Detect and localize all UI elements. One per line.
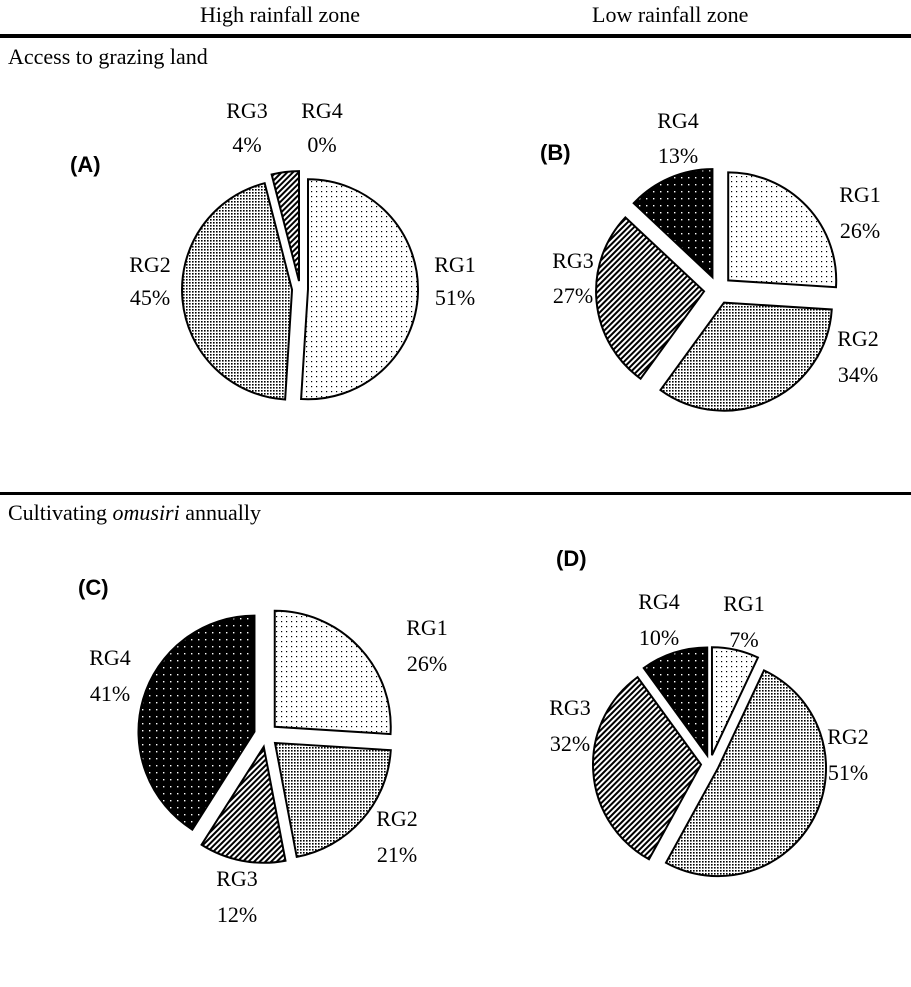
pie-3-slice-rg2: [273, 741, 392, 859]
pie-chart-1: RG1 51% RG2 45% RG3 4% RG4 0% (A): [70, 98, 476, 401]
pie-chart-2: RG1 26% RG2 34% RG3 27% RG4 13% (B): [540, 108, 881, 412]
pie-4-label-rg2: RG2: [827, 724, 869, 749]
pie-chart-4: RG1 7% RG2 51% RG3 32% RG4 10% (D): [549, 546, 869, 878]
pie-3-value-rg2: 21%: [377, 842, 417, 867]
pie-4-label-rg3: RG3: [549, 695, 591, 720]
pie-2-slice-rg3: [595, 215, 706, 381]
pie-4-slice-rg2: [664, 669, 828, 878]
pie-2-label-rg1: RG1: [839, 182, 881, 207]
pie-4-value-rg1: 7%: [729, 627, 758, 652]
section-title-omusiri-text: Cultivating: [8, 500, 113, 525]
pie-1-value-rg4: 0%: [307, 132, 336, 157]
pie-4-value-rg4: 10%: [639, 625, 679, 650]
pie-4-label-rg4: RG4: [638, 589, 680, 614]
column-header-high-rainfall: High rainfall zone: [200, 2, 361, 27]
section-rule: [0, 492, 911, 495]
pie-1-value-rg2: 45%: [130, 285, 170, 310]
pie-2-label-rg3: RG3: [552, 248, 594, 273]
pie-3-label-rg1: RG1: [406, 615, 448, 640]
section-title-omusiri-italic: omusiri: [112, 500, 180, 525]
pie-1-label-rg2: RG2: [129, 252, 171, 277]
pie-3-value-rg3: 12%: [217, 902, 257, 927]
section-title-grazing-text: Access to grazing land: [8, 44, 208, 69]
pie-1-label-rg1: RG1: [434, 252, 476, 277]
pie-3-value-rg1: 26%: [407, 651, 447, 676]
pie-2-slice-rg4: [632, 168, 714, 280]
pie-4-label-rg1: RG1: [723, 591, 765, 616]
pie-2-slice-rg1: [727, 171, 838, 289]
pie-3-label-rg4: RG4: [89, 645, 131, 670]
pie-2-value-rg1: 26%: [840, 218, 880, 243]
panel-label-3: (C): [78, 575, 109, 600]
pie-3-label-rg3: RG3: [216, 866, 258, 891]
pie-4-slice-rg3: [592, 675, 703, 861]
section-title-grazing: Access to grazing land: [8, 44, 208, 70]
section-title-omusiri-suffix: annually: [179, 500, 262, 525]
panel-label-2: (B): [540, 140, 571, 165]
panel-label-4: (D): [556, 546, 587, 571]
pie-1-slice-rg1: [300, 178, 419, 401]
pie-3-value-rg4: 41%: [90, 681, 130, 706]
pie-2-slice-rg2: [659, 301, 833, 412]
pie-4-slice-rg1: [710, 646, 760, 756]
pie-2-value-rg3: 27%: [553, 283, 593, 308]
top-rule: [0, 34, 911, 38]
section-title-omusiri: Cultivating omusiri annually: [8, 500, 261, 526]
pie-4-slice-rg4: [642, 646, 709, 759]
pie-1-label-rg4: RG4: [301, 98, 343, 123]
pie-1-slice-rg2: [181, 181, 294, 401]
pie-chart-3: RG1 26% RG2 21% RG3 12% RG4 41% (C): [78, 575, 448, 927]
pie-3-slice-rg3: [200, 744, 287, 864]
pie-1-value-rg1: 51%: [435, 285, 475, 310]
pie-2-value-rg2: 34%: [838, 362, 878, 387]
pie-1-label-rg3: RG3: [226, 98, 268, 123]
pie-4-value-rg2: 51%: [828, 760, 868, 785]
pie-4-value-rg3: 32%: [550, 731, 590, 756]
pie-3-slice-rg4: [137, 614, 256, 831]
pie-2-label-rg4: RG4: [657, 108, 699, 133]
column-header-low-rainfall: Low rainfall zone: [592, 2, 749, 27]
pie-3-label-rg2: RG2: [376, 806, 418, 831]
pie-1-value-rg3: 4%: [232, 132, 261, 157]
pie-2-value-rg4: 13%: [658, 143, 698, 168]
panel-label-1: (A): [70, 152, 101, 177]
pie-2-label-rg2: RG2: [837, 326, 879, 351]
pie-1-slice-rg3: [270, 170, 300, 282]
pie-3-slice-rg1: [273, 609, 392, 736]
